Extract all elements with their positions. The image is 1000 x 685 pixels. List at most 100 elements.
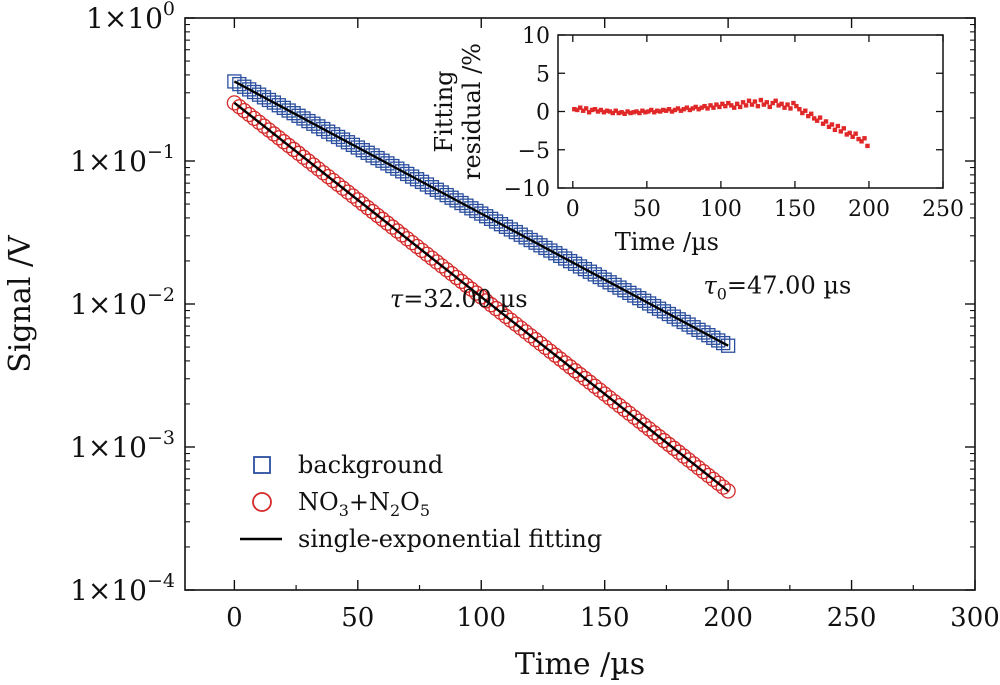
legend-label: single-exponential fitting	[298, 525, 602, 553]
background-point	[577, 261, 593, 277]
no3-n2o5-point	[522, 328, 539, 344]
residual-point	[865, 143, 870, 149]
residual-point	[572, 107, 577, 112]
no3-n2o5-point	[606, 394, 623, 410]
residual-point	[589, 107, 595, 113]
no3-n2o5-point	[690, 460, 707, 476]
no3-n2o5-point	[676, 448, 692, 464]
background-point	[232, 76, 247, 92]
residual-point	[847, 130, 852, 136]
residual-point	[806, 113, 811, 119]
no3-n2o5-point	[295, 149, 312, 165]
residual-point	[761, 102, 767, 107]
no3-n2o5-point	[547, 347, 563, 363]
no3-n2o5-point	[715, 479, 731, 495]
no3-n2o5-point	[251, 114, 267, 130]
background-point	[459, 198, 474, 213]
no3-n2o5-point	[453, 273, 470, 290]
no3-n2o5-point	[350, 192, 366, 208]
no3-n2o5-point	[611, 397, 628, 414]
legend-marker-background	[253, 456, 271, 474]
y-tick-label: 1×10−3	[70, 427, 175, 464]
residual-point	[800, 110, 805, 116]
no3-n2o5-point	[389, 223, 405, 239]
no3-n2o5-point	[592, 382, 608, 398]
residual-point	[814, 118, 820, 123]
residual-point	[705, 106, 710, 111]
no3-n2o5-point	[680, 452, 697, 468]
no3-n2o5-point	[552, 351, 568, 367]
residual-point	[616, 110, 621, 116]
no3-n2o5-point	[646, 425, 662, 441]
background-point	[365, 148, 380, 163]
no3-n2o5-point	[335, 180, 351, 196]
background-point	[627, 288, 642, 303]
background-point	[345, 137, 361, 153]
residual-point	[844, 132, 849, 137]
background-point	[483, 211, 499, 227]
background-point	[508, 224, 523, 240]
legend-label: background	[298, 451, 443, 479]
no3-n2o5-point	[330, 176, 346, 193]
residual-point	[669, 109, 675, 114]
residual-point	[755, 103, 761, 109]
residual-point	[740, 100, 746, 105]
background-point	[375, 153, 390, 168]
background-point	[380, 156, 395, 171]
no3-n2o5-point	[631, 413, 647, 429]
residual-point	[794, 103, 799, 109]
residual-point	[690, 106, 695, 111]
residual-point	[835, 123, 841, 129]
x-tick-label: 0	[226, 603, 243, 633]
no3-n2o5-point	[597, 386, 613, 402]
background-point	[582, 264, 598, 279]
no3-n2o5-point	[271, 130, 287, 146]
residual-point	[829, 122, 835, 127]
background-point	[518, 230, 533, 245]
no3-n2o5-point	[424, 250, 440, 266]
inset-x-tick-label: 0	[566, 197, 580, 222]
background-point	[597, 272, 612, 287]
residual-point	[729, 103, 734, 108]
background-point	[266, 95, 282, 110]
background-point	[404, 169, 420, 184]
no3-n2o5-point	[276, 134, 292, 150]
residual-point	[578, 105, 583, 110]
residual-point	[856, 136, 861, 142]
background-point	[612, 280, 627, 295]
background-point	[720, 338, 736, 353]
no3-n2o5-point	[305, 157, 322, 173]
background-point	[661, 306, 677, 322]
no3-n2o5-point	[601, 390, 618, 406]
no3-n2o5-point	[340, 184, 356, 200]
residual-point	[631, 110, 636, 115]
no3-n2o5-point	[429, 254, 445, 270]
background-point	[543, 243, 558, 258]
background-point	[449, 193, 464, 208]
residual-point	[619, 110, 624, 115]
no3-n2o5-point	[695, 463, 712, 480]
background-point	[632, 291, 647, 306]
background-point	[617, 283, 632, 298]
residual-point	[622, 111, 627, 116]
no3-n2o5-point	[439, 262, 455, 278]
residual-point	[746, 98, 752, 103]
residual-point	[637, 110, 642, 116]
background-point	[711, 333, 726, 348]
residual-point	[634, 109, 639, 114]
inset-x-tick-label: 200	[848, 197, 890, 222]
no3-n2o5-point	[626, 409, 642, 425]
residual-point	[838, 129, 844, 134]
background-point	[558, 251, 573, 266]
inset-y-axis-title-line1: Fitting	[430, 70, 458, 152]
residual-point	[583, 106, 589, 111]
inset-y-tick-label: −5	[518, 139, 550, 164]
residual-point	[687, 107, 692, 113]
residual-point	[776, 103, 781, 108]
no3-n2o5-point	[360, 200, 376, 216]
residual-point	[811, 116, 817, 121]
residual-point	[743, 103, 749, 108]
no3-n2o5-point	[310, 161, 326, 177]
background-point	[538, 240, 553, 256]
background-point	[602, 275, 617, 290]
